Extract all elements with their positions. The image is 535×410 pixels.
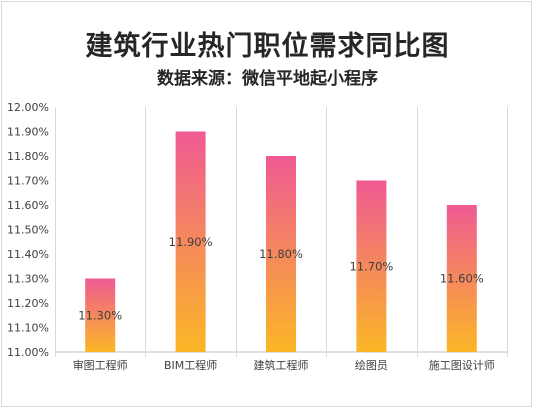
x-category-label: 绘图员 [355, 358, 388, 372]
bar [356, 180, 387, 352]
bar-value-label: 11.80% [259, 247, 303, 261]
labels: 11.00% 11.10% 11.20% 11.30% 11.40% 11.50% 11.6… [7, 101, 495, 372]
y-tick-label: 11.60% [7, 199, 49, 212]
y-tick-label: 11.70% [7, 175, 49, 188]
x-category-label: 施工图设计师 [429, 359, 495, 372]
y-tick-label: 11.50% [7, 224, 49, 237]
chart-subtitle: 数据来源：微信平地起小程序 [157, 69, 378, 89]
y-tick-label: 11.00% [7, 346, 49, 359]
y-tick-label: 11.20% [7, 297, 49, 310]
bar-value-label: 11.70% [349, 259, 393, 273]
y-tick-label: 11.80% [7, 150, 49, 163]
bar [266, 156, 296, 352]
bar [175, 131, 206, 352]
axis-layer [55, 107, 508, 357]
y-tick-label: 12.00% [7, 101, 49, 114]
bar-value-label: 11.30% [78, 308, 122, 322]
y-tick-label: 11.30% [7, 273, 49, 286]
bars [85, 131, 477, 352]
y-tick-label: 11.40% [7, 248, 49, 261]
y-tick-label: 11.10% [7, 322, 49, 335]
x-category-label: 建筑工程师 [254, 358, 309, 372]
x-category-label: 审图工程师 [73, 358, 128, 372]
bar [446, 205, 477, 352]
chart-title: 建筑行业热门职位需求同比图 [85, 31, 450, 62]
bar-value-label: 11.60% [440, 272, 484, 286]
bar [85, 278, 116, 352]
y-tick-label: 11.90% [7, 126, 49, 139]
x-category-label: BIM工程师 [164, 359, 217, 372]
bar-value-label: 11.90% [169, 235, 213, 249]
